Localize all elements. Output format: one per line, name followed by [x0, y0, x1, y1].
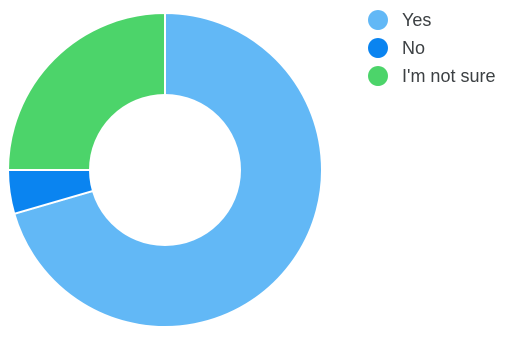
- chart-legend: Yes No I'm not sure: [368, 6, 495, 90]
- legend-swatch-no: [368, 38, 388, 58]
- legend-item-no[interactable]: No: [368, 34, 495, 62]
- legend-label-not-sure: I'm not sure: [402, 65, 496, 86]
- legend-swatch-yes: [368, 10, 388, 30]
- legend-item-not-sure[interactable]: I'm not sure: [368, 62, 495, 90]
- legend-swatch-not-sure: [368, 66, 388, 86]
- legend-item-yes[interactable]: Yes: [368, 6, 495, 34]
- legend-label-no: No: [402, 37, 426, 58]
- donut-hole: [89, 94, 241, 246]
- legend-label-yes: Yes: [402, 9, 432, 30]
